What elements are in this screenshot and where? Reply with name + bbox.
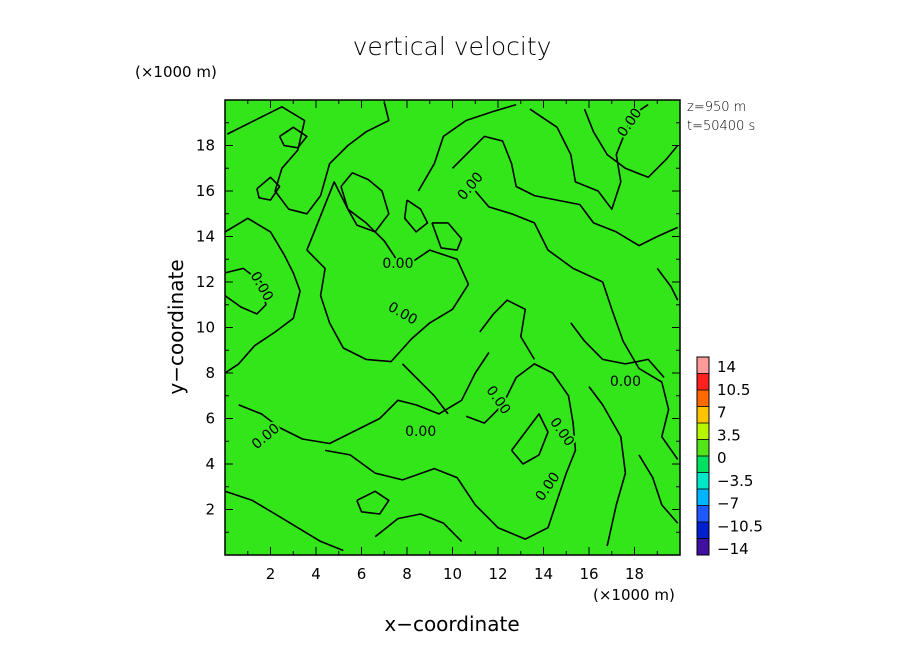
contour-line-14 [451, 135, 679, 247]
y-tick-label-12: 12 [196, 273, 215, 291]
colorbar-segment-11 [697, 538, 709, 555]
x-axis-label: x−coordinate [384, 612, 519, 636]
colorbar-segment-1 [697, 373, 709, 390]
height-annotation: z=950 m [687, 100, 746, 115]
contour-line-25 [356, 490, 390, 515]
colorbar-label-8: −14 [717, 540, 749, 558]
y-tick-label-14: 14 [196, 228, 215, 246]
y-tick-label-4: 4 [205, 455, 215, 473]
y-tick-label-18: 18 [196, 137, 215, 155]
contour-line-0 [226, 102, 390, 215]
x-tick-label-2: 2 [266, 565, 276, 583]
colorbar-label-4: 0 [717, 449, 727, 467]
contour-line-9 [324, 363, 577, 540]
contour-lines [224, 102, 679, 552]
colorbar-segment-4 [697, 423, 709, 440]
colorbar-label-2: 7 [717, 404, 727, 422]
contour-line-23 [256, 176, 281, 201]
colorbar-segment-2 [697, 390, 709, 407]
x-tick-label-10: 10 [443, 565, 462, 583]
y-tick-label-6: 6 [205, 410, 215, 428]
y-tick-label-2: 2 [205, 501, 215, 519]
x-tick-label-6: 6 [357, 565, 367, 583]
y-unit-label: (×1000 m) [135, 63, 217, 81]
contour-line-6 [431, 222, 463, 251]
contour-line-21 [510, 413, 549, 465]
colorbar-segment-6 [697, 456, 709, 473]
colorbar-label-6: −7 [717, 495, 739, 513]
x-tick-label-16: 16 [579, 565, 598, 583]
contour-line-19 [638, 454, 679, 524]
x-tick-label-18: 18 [625, 565, 644, 583]
colorbar-label-0: 14 [717, 358, 736, 376]
contour-line-22 [278, 126, 308, 149]
colorbar-segment-9 [697, 505, 709, 522]
contour-line-4 [340, 172, 390, 233]
contour-line-11 [479, 299, 536, 360]
x-tick-label-4: 4 [311, 565, 321, 583]
colorbar: 14 10.5 7 3.5 0 −3.5 −7 −10.5 −14 [696, 356, 763, 558]
contour-label-0: 0.00 [382, 256, 413, 272]
colorbar-segment-3 [697, 406, 709, 423]
colorbar-segment-5 [697, 439, 709, 456]
x-ticks: 2 4 6 8 10 12 14 16 18 [247, 100, 658, 583]
colorbar-segment-8 [697, 489, 709, 506]
contour-line-2 [224, 267, 267, 315]
plot-field [225, 100, 680, 555]
colorbar-segment-0 [697, 357, 709, 374]
contour-line-10 [401, 363, 449, 415]
contour-line-8 [238, 352, 490, 445]
contour-line-3 [306, 181, 470, 363]
contour-line-12 [570, 322, 665, 379]
contour-label-2: 0.00 [610, 374, 641, 390]
x-tick-label-14: 14 [534, 565, 553, 583]
contour-line-15 [529, 103, 649, 210]
colorbar-label-7: −10.5 [717, 517, 763, 535]
y-tick-label-10: 10 [196, 319, 215, 337]
colorbar-segment-7 [697, 472, 709, 489]
contour-line-13 [588, 386, 627, 547]
time-annotation: t=50400 s [687, 119, 755, 134]
colorbar-label-3: 3.5 [717, 426, 741, 444]
contour-line-17 [656, 267, 679, 301]
y-tick-label-16: 16 [196, 182, 215, 200]
y-axis-label: y−coordinate [164, 259, 188, 394]
contour-line-1 [224, 217, 301, 374]
x-tick-label-12: 12 [488, 565, 507, 583]
contour-line-24 [403, 199, 429, 233]
y-tick-label-8: 8 [205, 364, 215, 382]
contour-line-5 [417, 103, 517, 192]
contour-line-20 [374, 513, 463, 542]
contour-line-18 [224, 490, 344, 552]
x-tick-label-8: 8 [402, 565, 412, 583]
colorbar-segment-10 [697, 522, 709, 539]
x-unit-label: (×1000 m) [593, 586, 675, 604]
colorbar-label-1: 10.5 [717, 381, 750, 399]
contour-label-1: 0.00 [405, 424, 436, 440]
colorbar-label-5: −3.5 [717, 472, 753, 490]
y-ticks: 2 4 6 8 10 12 14 16 18 [196, 122, 680, 533]
contour-line-16 [583, 108, 679, 179]
chart-title: vertical velocity [353, 32, 552, 61]
contour-line-7 [474, 190, 679, 460]
